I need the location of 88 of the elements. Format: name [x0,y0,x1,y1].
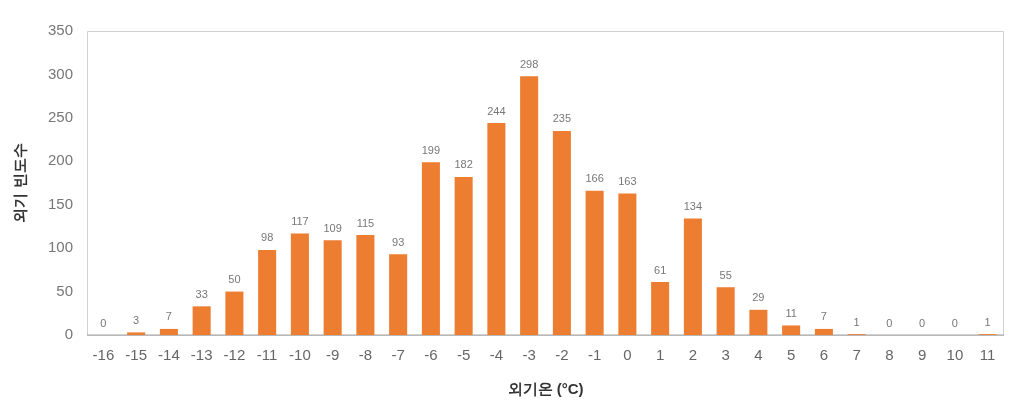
data-label: 61 [654,263,667,276]
bar [389,254,408,335]
x-tick-label: 10 [946,346,964,364]
x-tick-label: -6 [424,346,438,364]
data-label: 0 [951,316,958,329]
bar [487,123,506,335]
data-label: 29 [752,291,765,304]
bar [454,176,473,335]
y-tick-label: 150 [48,194,74,212]
bar [552,130,571,335]
bar [618,193,637,335]
data-label: 134 [683,200,703,213]
bar [683,218,702,335]
bar [651,282,670,335]
y-tick-label: 250 [48,108,74,125]
x-tick-label: 7 [852,346,861,364]
bar [421,162,440,335]
x-tick-label: 11 [979,346,996,364]
data-label: 33 [195,287,208,300]
data-label: 0 [919,316,926,329]
x-tick-label: -12 [223,346,246,364]
x-tick-label: -5 [456,346,471,364]
x-tick-label: -9 [325,346,340,364]
y-tick-label: 100 [48,238,74,256]
x-tick-label: -15 [125,346,147,364]
bar [716,287,735,335]
x-tick-label: 9 [917,346,927,364]
x-tick-label: -1 [587,346,602,364]
x-tick-label: 1 [655,346,665,364]
data-label: 55 [719,268,732,281]
x-tick-label: -7 [391,346,405,364]
data-label: 166 [585,172,604,185]
data-label: 298 [519,57,539,70]
bar [127,332,146,335]
data-label: 7 [820,310,827,323]
data-label: 93 [392,235,405,248]
data-label: 1 [984,315,991,328]
data-label: 199 [421,143,441,156]
x-tick-label: -4 [489,346,504,364]
y-axis-title: 외기 빈도수 [11,143,29,223]
x-tick-label: -13 [190,346,213,364]
bar [159,328,178,335]
bar [225,291,244,335]
data-label: 0 [100,316,107,329]
x-tick-label: -3 [522,346,536,364]
bar [585,190,604,335]
data-label: 109 [323,221,342,234]
x-tick-label: -11 [256,346,278,364]
data-label: 244 [487,104,506,117]
x-tick-label: 3 [721,346,730,364]
bar [323,240,342,335]
data-label: 98 [261,231,274,244]
y-tick-label: 0 [64,325,74,343]
x-tick-label: 0 [623,346,632,364]
data-label: 117 [291,214,309,227]
x-axis-title: 외기온 (°C) [507,380,584,398]
x-tick-label: -14 [158,346,180,364]
x-tick-label: -10 [289,346,311,364]
y-tick-label: 350 [48,21,74,39]
y-tick-label: 300 [48,64,74,82]
x-tick-label: 6 [819,346,829,364]
bar [258,249,277,335]
x-tick-label: 4 [754,346,763,364]
bar [782,325,801,335]
x-tick-label: 5 [786,346,796,364]
x-tick-label: -8 [358,346,373,364]
data-label: 163 [618,174,637,187]
y-tick-label: 200 [48,151,74,169]
data-label: 235 [552,112,572,125]
bar [192,306,211,335]
data-label: 50 [228,273,241,286]
x-tick-label: -2 [555,346,569,364]
data-label: 3 [133,313,140,326]
data-label: 7 [165,310,172,323]
data-label: 115 [356,216,375,229]
x-tick-label: 2 [688,346,698,364]
y-tick-label: 50 [56,281,74,299]
bar [356,235,375,335]
bar [290,233,309,335]
data-label: 1 [853,315,860,328]
data-label: 182 [454,158,473,171]
x-tick-label: 8 [885,346,894,364]
data-label: 0 [886,316,893,329]
bar [520,76,539,335]
data-label: 11 [785,306,797,319]
x-tick-label: -16 [92,346,115,364]
bar [814,328,833,335]
bar [749,309,768,335]
